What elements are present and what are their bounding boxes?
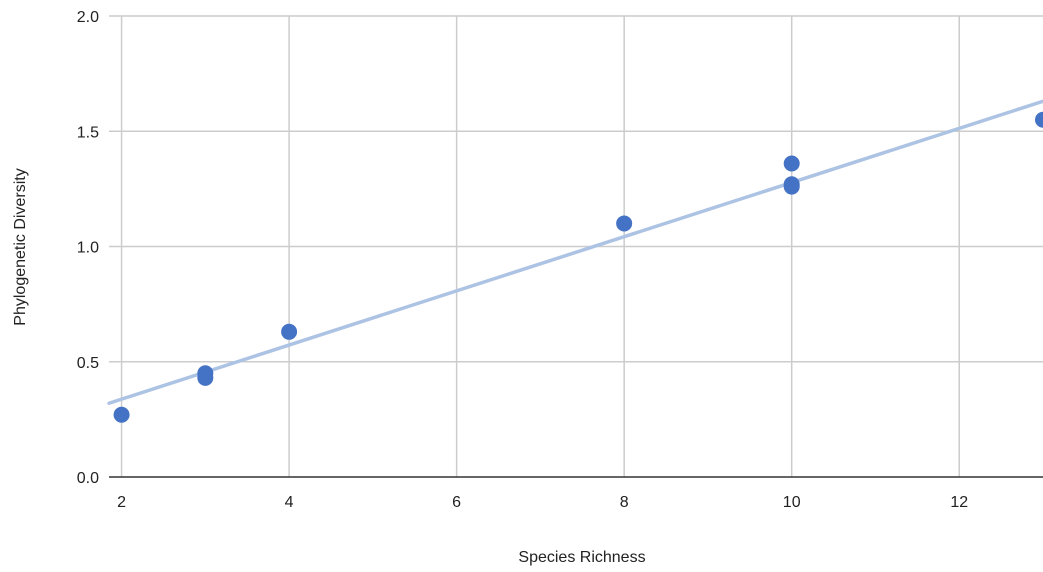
data-point: [281, 323, 298, 340]
data-point: [783, 155, 800, 172]
axes: 0.0 0.5 1.0 1.5 2.0 2 4 6 8 10 12: [77, 9, 1043, 511]
trendline: [107, 99, 1043, 405]
data-point: [197, 369, 214, 386]
data-point: [113, 406, 130, 423]
y-tick-label: 2.0: [77, 9, 99, 26]
x-tick-label: 10: [783, 494, 801, 511]
x-axis-title: Species Richness: [518, 549, 645, 566]
x-tick-label: 6: [452, 494, 461, 511]
y-axis-title: Phylogenetic Diversity: [12, 168, 29, 325]
gridlines: [109, 15, 1043, 477]
x-tick-label: 12: [950, 494, 968, 511]
data-point: [1035, 111, 1043, 128]
data-point: [616, 215, 633, 232]
data-point: [783, 178, 800, 195]
y-tick-label: 0.0: [77, 470, 99, 487]
y-tick-label: 1.5: [77, 124, 99, 141]
trendline-layer: [107, 99, 1043, 405]
y-tick-label: 0.5: [77, 355, 99, 372]
x-tick-label: 8: [620, 494, 629, 511]
y-tick-label: 1.0: [77, 240, 99, 257]
x-tick-label: 4: [285, 494, 294, 511]
data-points: [113, 111, 1043, 423]
x-tick-label: 2: [117, 494, 126, 511]
